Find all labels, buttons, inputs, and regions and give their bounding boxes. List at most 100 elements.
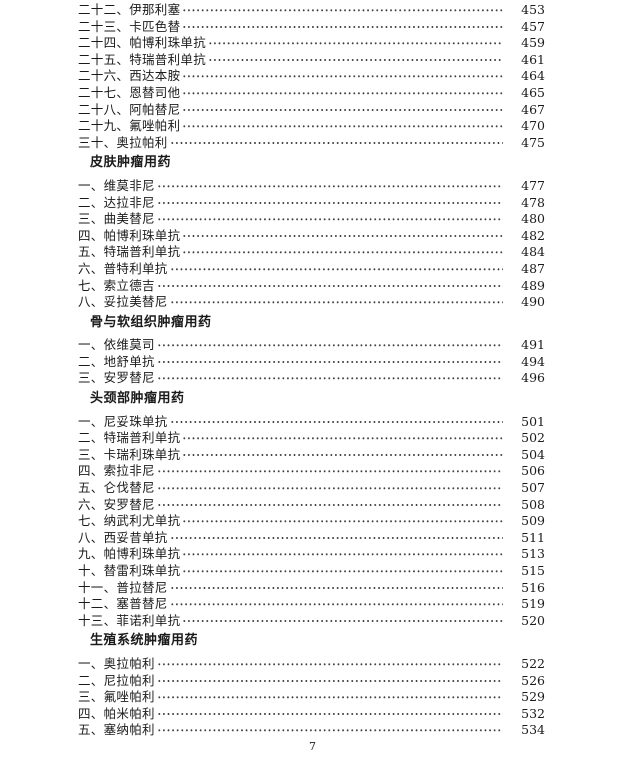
dot-leader	[156, 194, 503, 212]
toc-entry-label: 三、卡瑞利珠单抗	[78, 446, 181, 462]
toc-entry-page-number: 526	[521, 672, 545, 688]
dot-leader	[182, 513, 503, 530]
toc-entry-page-number: 475	[521, 134, 545, 150]
toc-entry: 六、安罗替尼 508	[78, 496, 545, 514]
toc-entry-label: 三、曲美替尼	[78, 211, 155, 227]
toc-entry-page-number: 501	[521, 413, 545, 429]
toc-entry-page-number: 496	[521, 370, 545, 386]
toc-entry-page-number: 464	[521, 68, 545, 84]
toc-entry-label: 一、依维莫司	[78, 337, 155, 353]
toc-entry-label: 二十三、卡匹色替	[78, 18, 181, 34]
toc-entry-label: 三、氟唑帕利	[78, 689, 155, 705]
toc-entry-page-number: 534	[521, 722, 545, 738]
dot-leader	[182, 68, 503, 85]
toc-entry-page-number: 480	[521, 211, 545, 227]
toc-entry-label: 十一、普拉替尼	[78, 579, 168, 595]
dot-leader	[182, 101, 503, 119]
dot-leader	[156, 353, 503, 371]
toc-entry: 三、曲美替尼 480	[78, 211, 545, 228]
toc-entry: 一、奥拉帕利 522	[78, 655, 545, 673]
toc-entry: 五、塞纳帕利 534	[78, 722, 545, 739]
toc-entry: 二十七、恩替司他 465	[78, 84, 545, 102]
toc-entry-label: 七、纳武利尤单抗	[78, 513, 181, 529]
toc-entry: 九、帕博利珠单抗 513	[78, 546, 545, 563]
toc-entry: 八、西妥昔单抗 511	[78, 529, 545, 547]
toc-entry-label: 三、安罗替尼	[78, 370, 155, 386]
toc-entry: 二十九、氟唑帕利 470	[78, 118, 545, 135]
toc-entry: 七、纳武利尤单抗 509	[78, 513, 545, 530]
toc-entry-label: 五、仑伐替尼	[78, 480, 155, 496]
toc-entry-label: 五、特瑞普利单抗	[78, 244, 181, 260]
toc-entry-page-number: 507	[521, 480, 545, 496]
dot-leader	[156, 177, 503, 195]
toc-entry: 二、特瑞普利单抗 502	[78, 430, 545, 447]
toc-entry: 十一、普拉替尼 516	[78, 579, 545, 597]
dot-leader	[156, 655, 503, 673]
toc-entry: 二十八、阿帕替尼 467	[78, 101, 545, 119]
dot-leader	[182, 118, 503, 135]
toc-entry-page-number: 515	[521, 563, 545, 578]
toc-entry: 二十六、西达本胺 464	[78, 68, 545, 85]
dot-leader	[156, 370, 503, 388]
toc-entry-label: 二、达拉非尼	[78, 194, 155, 210]
toc-entry: 五、特瑞普利单抗 484	[78, 244, 545, 261]
toc-entry-page-number: 478	[521, 194, 545, 210]
toc-entry-label: 三十、奥拉帕利	[78, 134, 168, 150]
toc-entry-label: 六、普特利单抗	[78, 260, 168, 276]
toc-entry-page-number: 520	[521, 612, 545, 628]
toc-entry-label: 四、帕米帕利	[78, 705, 155, 721]
toc-entry: 四、帕博利珠单抗 482	[78, 227, 545, 245]
dot-leader	[182, 430, 503, 447]
dot-leader	[156, 337, 503, 354]
dot-leader	[182, 18, 503, 36]
dot-leader	[156, 277, 503, 295]
toc-entry-label: 八、妥拉美替尼	[78, 294, 168, 310]
dot-leader	[182, 612, 503, 630]
toc-entry-page-number: 519	[521, 596, 545, 612]
toc-entry: 一、依维莫司 491	[78, 337, 545, 354]
toc-entry-label: 一、尼妥珠单抗	[78, 413, 168, 429]
dot-leader	[156, 705, 503, 723]
dot-leader	[182, 227, 503, 245]
dot-leader	[182, 244, 503, 261]
dot-leader	[156, 211, 503, 228]
toc-entry-page-number: 513	[521, 546, 545, 562]
dot-leader	[182, 563, 503, 580]
toc-entry-label: 二、尼拉帕利	[78, 672, 155, 688]
toc-entry-label: 一、维莫非尼	[78, 177, 155, 193]
toc-entry-label: 二十四、帕博利珠单抗	[78, 35, 207, 51]
toc-entry: 五、仑伐替尼 507	[78, 480, 545, 497]
dot-leader	[208, 35, 503, 52]
toc-entry-page-number: 477	[521, 177, 545, 193]
toc-entry-label: 二、特瑞普利单抗	[78, 430, 181, 446]
dot-leader	[169, 294, 503, 311]
toc-entry-page-number: 490	[521, 294, 545, 310]
dot-leader	[156, 689, 503, 706]
toc-entry-page-number: 494	[521, 353, 545, 369]
toc-entry-label: 十、替雷利珠单抗	[78, 563, 181, 578]
toc-entry: 十、替雷利珠单抗 515	[78, 563, 545, 580]
dot-leader	[169, 134, 503, 152]
section-heading: 骨与软组织肿瘤用药	[90, 314, 212, 330]
dot-leader	[169, 413, 503, 431]
toc-entry-page-number: 487	[521, 260, 545, 276]
toc-entry: 四、索拉非尼 506	[78, 463, 545, 481]
toc-entry-page-number: 470	[521, 118, 545, 134]
toc-entry: 八、妥拉美替尼 490	[78, 294, 545, 311]
toc-entry: 六、普特利单抗 487	[78, 260, 545, 278]
toc-entry: 二十二、伊那利塞 453	[78, 2, 545, 19]
toc-entry: 二十四、帕博利珠单抗 459	[78, 35, 545, 52]
toc-entry: 三十、奥拉帕利 475	[78, 134, 545, 152]
dot-leader	[156, 463, 503, 481]
toc-entry-page-number: 502	[521, 430, 545, 446]
toc-entry-page-number: 484	[521, 244, 545, 260]
toc-entry: 七、索立德吉 489	[78, 277, 545, 295]
toc-entry: 十三、菲诺利单抗 520	[78, 612, 545, 630]
toc-entry-label: 四、帕博利珠单抗	[78, 227, 181, 243]
toc-entry-page-number: 516	[521, 579, 545, 595]
toc-entry-page-number: 459	[521, 35, 545, 51]
toc-entry-label: 四、索拉非尼	[78, 463, 155, 479]
toc-entry: 二、地舒单抗 494	[78, 353, 545, 371]
toc-entry-label: 二十六、西达本胺	[78, 68, 181, 84]
toc-entry-page-number: 489	[521, 277, 545, 293]
